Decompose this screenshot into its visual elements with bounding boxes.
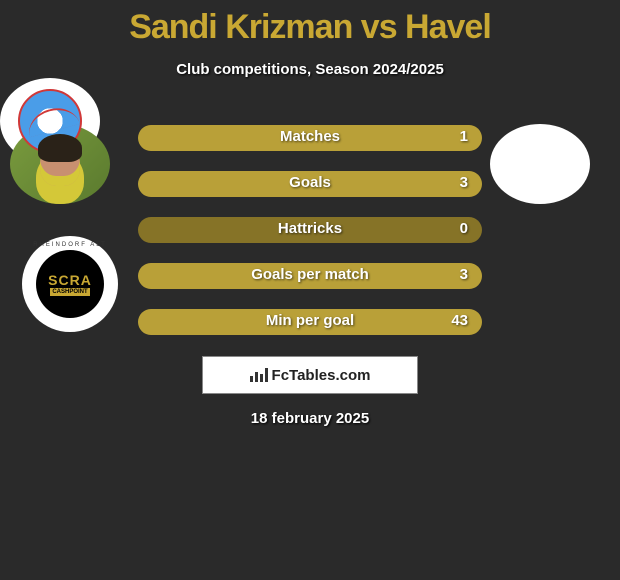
- stat-row: Matches1: [138, 125, 482, 151]
- stats-bars: Matches1Goals3Hattricks0Goals per match3…: [138, 125, 482, 355]
- stat-label: Matches: [138, 128, 482, 145]
- stat-label: Goals: [138, 174, 482, 191]
- stat-value-right: 1: [460, 128, 468, 145]
- stat-label: Hattricks: [138, 220, 482, 237]
- season-subtitle: Club competitions, Season 2024/2025: [0, 61, 620, 78]
- stat-row: Goals3: [138, 171, 482, 197]
- stat-value-right: 3: [460, 266, 468, 283]
- club-left-ring-text: RHEINDORF ALT: [22, 242, 118, 248]
- bar-chart-icon: [250, 368, 268, 382]
- stat-value-right: 43: [451, 312, 468, 329]
- stat-label: Min per goal: [138, 312, 482, 329]
- stat-value-right: 0: [460, 220, 468, 237]
- stat-row: Min per goal43: [138, 309, 482, 335]
- stat-value-right: 3: [460, 174, 468, 191]
- attribution-text: FcTables.com: [272, 367, 371, 384]
- stat-label: Goals per match: [138, 266, 482, 283]
- club-left-abbr: SCRA: [48, 272, 92, 288]
- player-right-photo: [490, 124, 590, 204]
- club-left-badge: RHEINDORF ALT SCRA CASHPOINT: [22, 236, 118, 332]
- page-title: Sandi Krizman vs Havel: [0, 0, 620, 47]
- stat-row: Goals per match3: [138, 263, 482, 289]
- attribution-box[interactable]: FcTables.com: [202, 356, 418, 394]
- comparison-date: 18 february 2025: [0, 410, 620, 427]
- stat-row: Hattricks0: [138, 217, 482, 243]
- club-left-sub: CASHPOINT: [50, 288, 89, 296]
